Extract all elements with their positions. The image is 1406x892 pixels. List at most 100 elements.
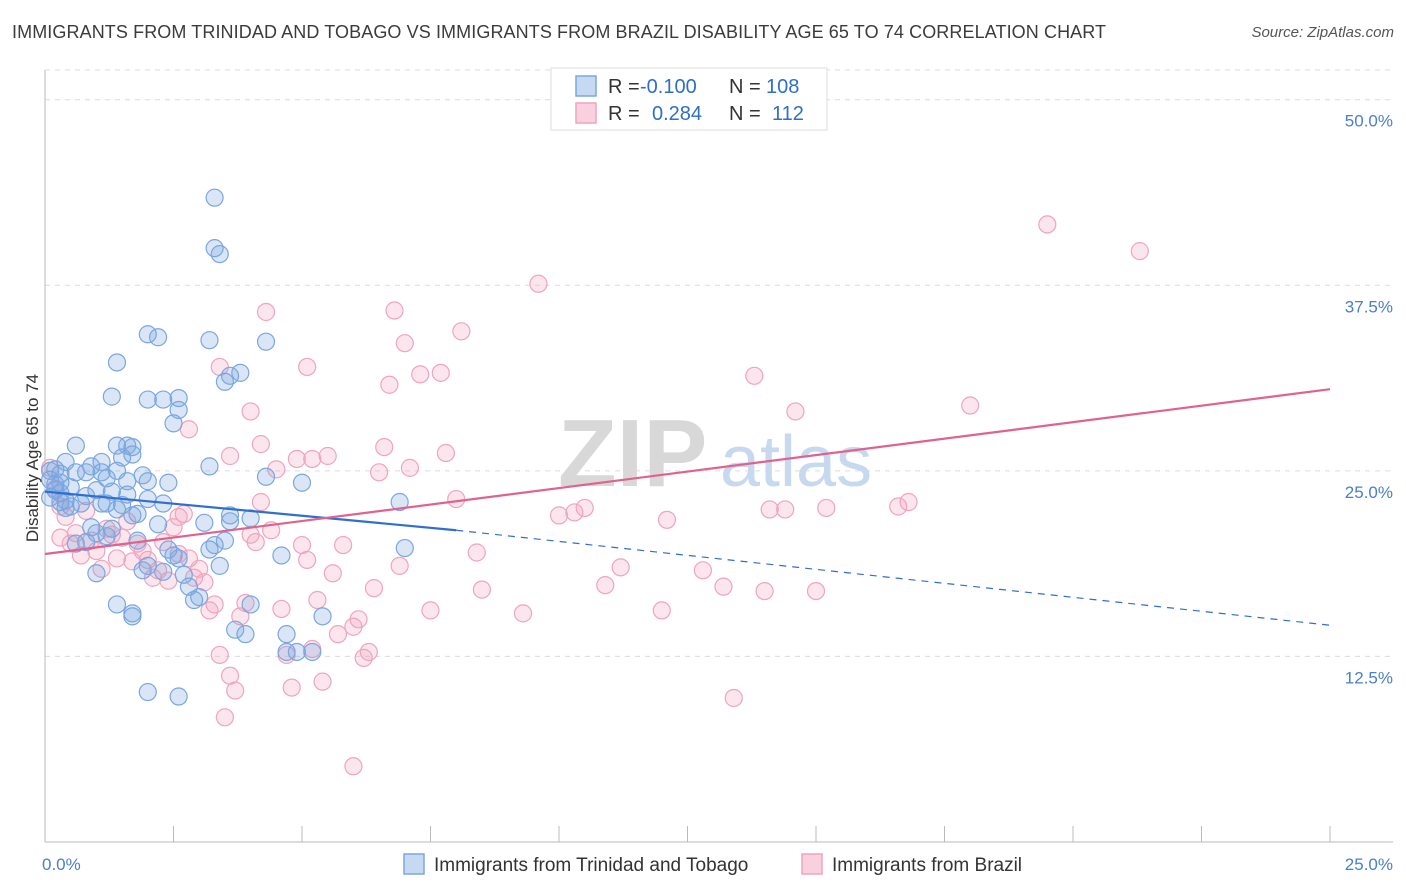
watermark-atlas: atlas [720,422,872,502]
trinidad-trend-line [44,490,457,532]
trinidad-point [87,564,106,583]
brazil-point [452,322,471,341]
trinidad-point [123,506,142,525]
trinidad-point [241,595,260,614]
brazil-point [529,274,548,293]
legend-swatch-blue [575,75,597,97]
legend-r-value-1: -0.100 [640,76,697,98]
trinidad-point [148,328,168,347]
bottom-legend-swatch-blue [403,853,425,875]
brazil-point [549,506,569,525]
legend-r-label-1: R = [608,76,640,98]
trinidad-point [174,565,193,584]
brazil-point [447,489,466,509]
brazil-point [241,402,260,421]
y-tick-label: 50.0% [1345,112,1393,131]
brazil-point [308,590,327,610]
trinidad-point [395,538,414,558]
brazil-point [1130,242,1149,261]
legend-n-label-1: N = [729,76,761,98]
brazil-trend-line [44,388,1331,556]
brazil-point [961,396,980,415]
x-tick-max: 25.0% [1345,855,1393,874]
brazil-point [159,571,178,590]
trinidad-point [102,387,121,406]
trinidad-point [138,390,157,409]
trinidad-point [205,535,224,555]
watermark-zip: ZIP [558,400,707,507]
brazil-point [370,463,389,482]
trinidad-point [138,472,157,491]
trinidad-point [41,461,60,480]
trinidad-point [220,506,240,525]
brazil-point [755,581,774,601]
brazil-point [400,458,420,477]
trinidad-point [97,469,116,488]
bottom-legend: Immigrants from Trinidad and Tobago Immi… [403,853,1022,876]
series-trinidad-points [41,188,414,706]
trinidad-point [82,457,101,476]
trinidad-trend-extension [456,529,1331,626]
source-label: Source: ZipAtlas.com [1251,24,1394,41]
trinidad-point [190,587,209,607]
trinidad-point [66,436,85,455]
brazil-point [359,642,378,662]
brazil-point [97,519,116,538]
brazil-point [395,334,414,353]
brazil-point [272,599,291,619]
brazil-point [61,534,80,553]
trinidad-point [107,353,127,372]
brazil-point [899,492,918,512]
trinidad-point [102,519,121,538]
trinidad-point [138,489,157,509]
trinidad-point [195,513,214,532]
trinidad-point [133,561,152,580]
trinidad-point [215,531,234,550]
trinidad-point [56,498,75,518]
brazil-point [107,549,127,568]
trinidad-point [51,473,70,492]
trinidad-point [97,494,116,513]
legend-box: R = -0.100 N = 108 R = 0.284 N = 112 [550,67,828,131]
legend-n-label-2: N = [729,103,761,125]
brazil-point [323,564,342,583]
brazil-point [390,556,409,575]
x-tick-min: 0.0% [42,855,81,874]
brazil-point [251,492,270,512]
brazil-point [303,449,322,469]
brazil-point [190,559,209,578]
y-tick-label: 25.0% [1345,483,1393,502]
trinidad-point [200,457,219,476]
trinidad-point [226,620,245,639]
trinidad-point [118,436,137,455]
trinidad-point [169,687,188,706]
brazil-point [164,518,183,537]
y-tick-label: 37.5% [1345,297,1393,316]
trinidad-point [138,682,157,702]
trinidad-point [56,452,75,472]
bottom-legend-label-brazil: Immigrants from Brazil [832,855,1022,876]
brazil-point [267,460,286,479]
trinidad-point [148,515,168,534]
brazil-point [380,375,399,394]
brazil-point [714,577,733,596]
trinidad-point [154,562,173,581]
trinidad-point [287,642,306,662]
brazil-point [889,497,908,516]
trinidad-point [231,363,250,382]
legend-n-value-2: 112 [772,103,804,125]
brazil-point [817,498,836,518]
trinidad-point [138,325,157,344]
brazil-point [575,498,594,518]
trinidad-point [169,389,188,408]
brazil-point [200,601,219,620]
brazil-point [184,568,204,587]
brazil-point [375,437,394,457]
bottom-legend-label-trinidad: Immigrants from Trinidad and Tobago [434,855,748,876]
trinidad-point [215,372,234,391]
brazil-point [364,579,384,598]
trinidad-point [210,556,229,575]
legend-r-label-2: R = [608,103,640,125]
trinidad-point [277,642,296,662]
